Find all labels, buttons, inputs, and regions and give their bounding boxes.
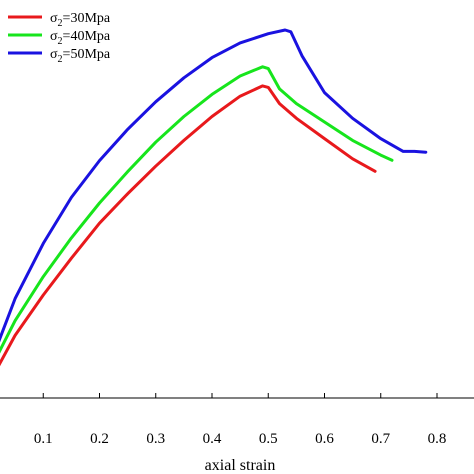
x-axis: 0.1 0.2 0.3 0.4 0.5 0.6 0.7 0.8: [0, 393, 474, 447]
x-tick-label: 0.6: [315, 431, 334, 447]
x-tick-label: 0.1: [34, 431, 53, 447]
legend-label-2: σ2=40Mpa: [50, 29, 111, 47]
x-tick-label: 0.5: [259, 431, 278, 447]
series-layer: [0, 28, 428, 367]
x-tick-label: 0.2: [90, 431, 109, 447]
series-line-3: [0, 28, 428, 343]
x-tick-label: 0.3: [146, 431, 165, 447]
x-axis-title: axial strain: [205, 457, 276, 474]
legend-label-1: σ2=30Mpa: [50, 11, 111, 29]
x-tick-label: 0.8: [428, 431, 447, 447]
series-line-1: [0, 84, 377, 367]
series-line-2: [0, 65, 394, 354]
x-tick-label: 0.4: [203, 431, 222, 447]
legend-label-3: σ2=50Mpa: [50, 47, 111, 65]
x-tick-label: 0.7: [371, 431, 390, 447]
